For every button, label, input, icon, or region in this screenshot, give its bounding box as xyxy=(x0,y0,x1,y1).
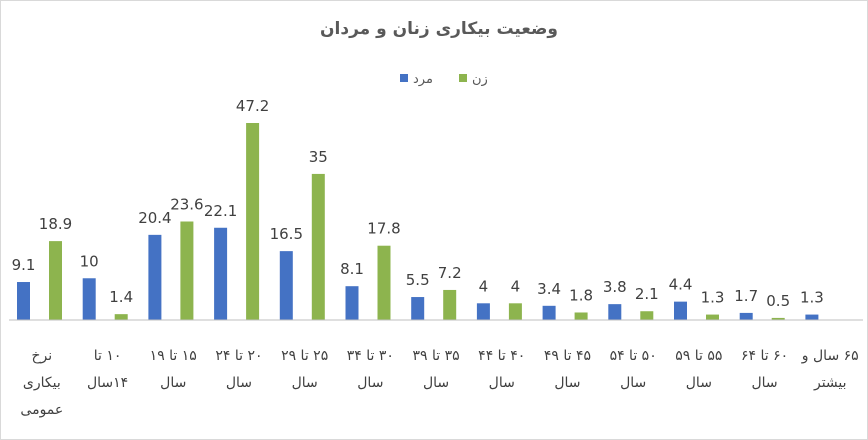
data-label-male-12: 1.3 xyxy=(800,289,824,307)
legend-swatch-1 xyxy=(459,74,467,82)
bar-female-6 xyxy=(443,289,457,320)
x-tick-label-12: ۶۵ سال و بیشتر xyxy=(801,348,859,391)
bar-male-5 xyxy=(345,286,359,320)
legend-label-1: زن xyxy=(472,72,488,87)
bar-female-7 xyxy=(508,303,522,320)
bar-female-1 xyxy=(114,314,128,320)
bar-female-9 xyxy=(640,311,654,320)
bar-female-3 xyxy=(246,123,260,320)
data-label-male-5: 8.1 xyxy=(340,260,364,278)
bar-male-10 xyxy=(674,301,687,320)
data-label-female-3: 47.2 xyxy=(236,97,269,115)
bar-female-4 xyxy=(311,173,325,320)
bar-male-7 xyxy=(476,303,490,320)
data-label-male-11: 1.7 xyxy=(734,287,758,305)
data-label-male-10: 4.4 xyxy=(669,276,693,294)
data-label-female-4: 35 xyxy=(309,148,328,166)
data-label-male-4: 16.5 xyxy=(270,225,303,243)
x-tick-label-4: ۲۵ تا ۲۹ سال xyxy=(281,348,328,391)
data-label-female-8: 1.8 xyxy=(569,286,593,304)
bar-female-2 xyxy=(180,221,194,320)
x-tick-label-8: ۴۵ تا ۴۹ سال xyxy=(544,348,591,391)
x-tick-label-0: نرخ بیکاری عمومی xyxy=(20,348,63,418)
bar-male-3 xyxy=(214,227,228,320)
x-tick-label-9: ۵۰ تا ۵۴ سال xyxy=(610,348,657,391)
legend-label-0: مرد xyxy=(413,72,433,87)
x-tick-label-11: ۶۰ تا ۶۴ سال xyxy=(741,348,788,391)
data-label-female-6: 7.2 xyxy=(438,264,462,282)
bar-female-5 xyxy=(377,245,391,320)
x-tick-label-10: ۵۵ تا ۵۹ سال xyxy=(675,348,722,391)
bar-male-4 xyxy=(279,251,293,320)
bar-female-10 xyxy=(706,314,719,320)
bar-male-11 xyxy=(739,312,753,320)
bar-male-12 xyxy=(805,314,819,320)
bar-male-8 xyxy=(542,305,556,320)
data-label-female-10: 1.3 xyxy=(701,289,725,307)
data-label-male-6: 5.5 xyxy=(406,271,430,289)
x-tick-label-1: ۱۰ تا ۱۴سال xyxy=(87,348,128,391)
bar-male-2 xyxy=(148,234,162,320)
data-label-male-1: 10 xyxy=(80,252,99,270)
data-label-male-8: 3.4 xyxy=(537,280,561,298)
bar-female-8 xyxy=(574,312,588,320)
bar-female-0 xyxy=(49,241,62,320)
data-label-female-9: 2.1 xyxy=(635,285,659,303)
data-label-male-2: 20.4 xyxy=(138,209,171,227)
bar-male-1 xyxy=(82,278,96,320)
data-label-male-9: 3.8 xyxy=(603,278,627,296)
chart-title: وضعیت بیکاری زنان و مردان xyxy=(320,19,558,39)
bar-male-0 xyxy=(17,282,30,320)
data-label-female-1: 1.4 xyxy=(109,288,133,306)
data-label-male-7: 4 xyxy=(479,277,489,295)
bar-male-6 xyxy=(411,297,425,320)
x-tick-label-7: ۴۰ تا ۴۴ سال xyxy=(478,348,525,391)
legend-swatch-0 xyxy=(400,74,408,82)
x-tick-label-5: ۳۰ تا ۳۴ سال xyxy=(347,348,394,391)
data-label-female-7: 4 xyxy=(511,277,521,295)
legend: مرد زن xyxy=(400,72,488,87)
data-label-female-5: 17.8 xyxy=(367,220,400,238)
x-tick-label-6: ۳۵ تا ۳۹ سال xyxy=(412,348,459,391)
bar-male-9 xyxy=(608,304,622,320)
bar-female-11 xyxy=(771,317,785,320)
data-label-female-0: 18.9 xyxy=(39,215,72,233)
x-tick-label-2: ۱۵ تا ۱۹ سال xyxy=(150,348,197,391)
x-tick-labels: نرخ بیکاری عمومی ۱۰ تا ۱۴سال ۱۵ تا ۱۹ سال ۲۰ تا… xyxy=(20,348,858,418)
data-label-male-0: 9.1 xyxy=(12,256,36,274)
data-label-female-11: 0.5 xyxy=(766,292,790,310)
data-label-male-3: 22.1 xyxy=(204,202,237,220)
data-label-female-2: 23.6 xyxy=(170,196,203,214)
x-tick-label-3: ۲۰ تا ۲۴ سال xyxy=(215,348,262,391)
